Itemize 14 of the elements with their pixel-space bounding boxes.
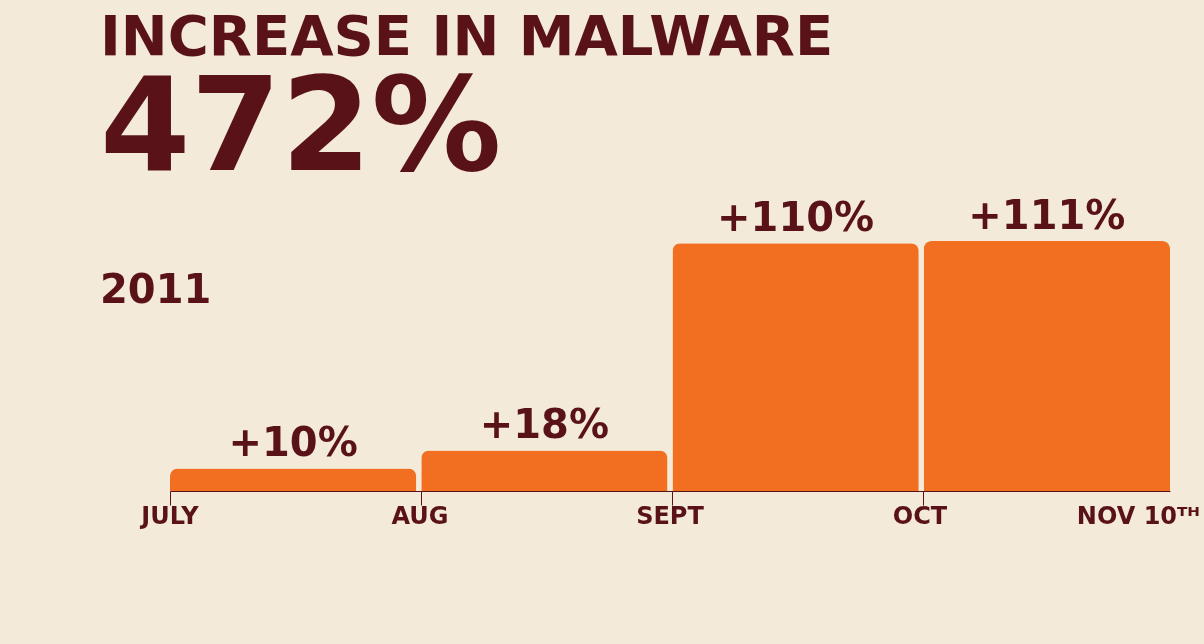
data-label: +111% [968,192,1126,238]
data-label: +110% [717,194,875,241]
data-label: +18% [479,401,609,448]
bar [672,243,919,491]
text: AUG [391,502,449,530]
text: SEPT [636,502,705,530]
data-label: +10% [228,419,358,466]
annotation: 2011 [100,266,212,312]
text: NOV 10ᵀᴴ [1076,502,1200,530]
text: JULY [139,502,200,530]
bar [170,468,417,491]
text: OCT [892,502,948,530]
bar [421,450,668,491]
bar [923,241,1170,491]
